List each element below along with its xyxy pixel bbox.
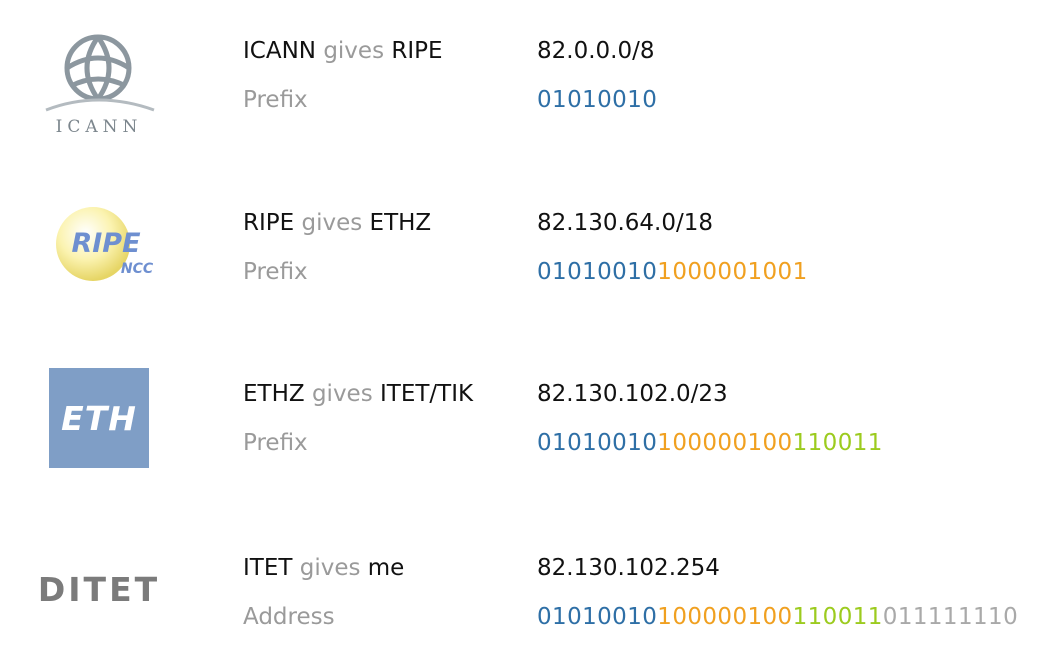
ripe-logo-text: RIPE	[71, 228, 141, 259]
prefix-value: 82.130.102.0/23	[537, 381, 728, 407]
icann-logo: ICANN	[40, 28, 158, 138]
globe-icon: ICANN	[45, 34, 155, 137]
receiver: ETHZ	[369, 210, 432, 236]
bits-level-2: 100000100	[657, 430, 793, 456]
delegation-label: ITET gives me	[243, 555, 404, 581]
giver: ITET	[243, 555, 293, 581]
bits-level-1: 01010010	[537, 87, 658, 113]
giver: ICANN	[243, 38, 316, 64]
ripe-sphere-icon: RIPE NCC	[56, 207, 154, 281]
kind-label: Address	[243, 604, 335, 630]
bits-level-1: 01010010	[537, 430, 658, 456]
receiver: RIPE	[391, 38, 443, 64]
delegation-label: RIPE gives ETHZ	[243, 210, 431, 236]
ripe-ncc-logo: RIPE NCC	[40, 200, 158, 295]
gives-word: gives	[323, 38, 385, 64]
itet-logo-text: DITET	[37, 569, 161, 609]
bits-level-3: 110011	[792, 430, 883, 456]
kind-label: Prefix	[243, 87, 308, 113]
bits-level-2: 1000001001	[657, 259, 808, 285]
icann-logo-text: ICANN	[56, 117, 143, 137]
eth-logo-box: ETH	[49, 368, 149, 468]
delegation-row-icann: ICANN ICANN gives RIPE 82.0.0.0/8 Prefix…	[0, 28, 1052, 138]
delegation-row-eth: ETH ETHZ gives ITET/TIK 82.130.102.0/23 …	[0, 368, 1052, 478]
delegation-label: ICANN gives RIPE	[243, 38, 443, 64]
bits-level-3: 110011	[792, 604, 883, 630]
address-value: 82.130.102.254	[537, 555, 720, 581]
binary-bits: 01010010100000100110011011111110	[537, 604, 1018, 630]
binary-bits: 010100101000001001	[537, 259, 808, 285]
itet-logo: DITET	[37, 565, 161, 613]
kind-label: Prefix	[243, 430, 308, 456]
bits-level-2: 100000100	[657, 604, 793, 630]
bits-level-1: 01010010	[537, 604, 658, 630]
prefix-value: 82.130.64.0/18	[537, 210, 714, 236]
delegation-row-ripe: RIPE NCC RIPE gives ETHZ 82.130.64.0/18 …	[0, 200, 1052, 310]
receiver: me	[367, 555, 405, 581]
bits-level-1: 01010010	[537, 259, 658, 285]
gives-word: gives	[311, 381, 373, 407]
giver: RIPE	[243, 210, 295, 236]
giver: ETHZ	[243, 381, 305, 407]
binary-bits: 01010010	[537, 87, 657, 113]
eth-logo-text: ETH	[61, 398, 137, 438]
kind-label: Prefix	[243, 259, 308, 285]
bits-level-4: 011111110	[882, 604, 1019, 630]
gives-word: gives	[301, 210, 363, 236]
delegation-row-itet: DITET ITET gives me 82.130.102.254 Addre…	[0, 543, 1052, 653]
ncc-logo-text: NCC	[121, 261, 154, 277]
eth-logo: ETH	[40, 368, 158, 468]
gives-word: gives	[299, 555, 361, 581]
receiver: ITET/TIK	[380, 381, 474, 407]
delegation-label: ETHZ gives ITET/TIK	[243, 381, 473, 407]
binary-bits: 01010010100000100110011	[537, 430, 883, 456]
prefix-value: 82.0.0.0/8	[537, 38, 655, 64]
